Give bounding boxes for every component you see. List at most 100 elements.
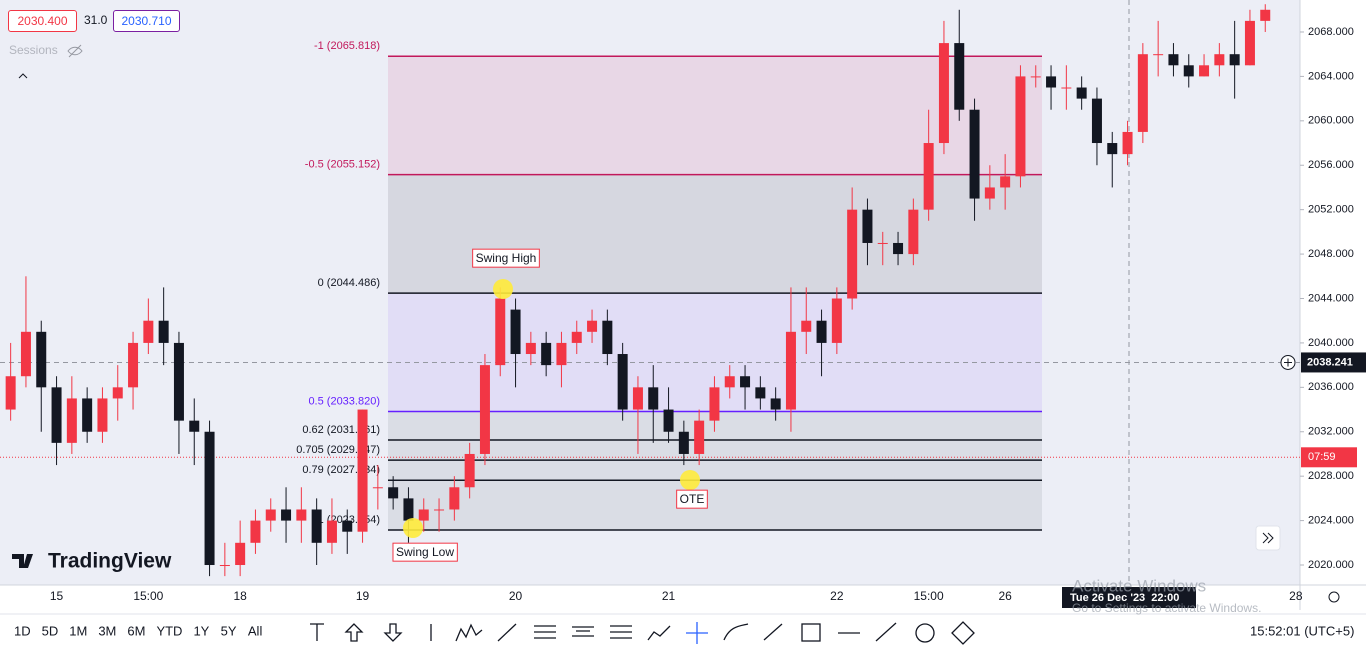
ray-tool[interactable] bbox=[763, 623, 783, 641]
candle-body bbox=[128, 342, 139, 388]
candle-body bbox=[5, 376, 16, 410]
candle-body bbox=[541, 342, 552, 366]
ask-price[interactable]: 2030.710 bbox=[113, 10, 180, 32]
candle-body bbox=[694, 420, 705, 454]
fib-tool[interactable] bbox=[534, 625, 556, 639]
candle-body bbox=[479, 365, 490, 454]
fib-zone bbox=[388, 460, 1042, 481]
candle-body bbox=[1122, 131, 1133, 155]
candle-body bbox=[1137, 54, 1148, 132]
x-tick-label: 20 bbox=[509, 589, 523, 603]
gann-tool[interactable] bbox=[610, 625, 632, 639]
candle-body bbox=[954, 43, 965, 110]
rect-tool[interactable] bbox=[801, 623, 821, 642]
collapse-icon[interactable] bbox=[18, 73, 28, 79]
crosshair-price: 2038.241 bbox=[1307, 356, 1353, 368]
x-tick-label: 21 bbox=[662, 589, 676, 603]
cross-tool[interactable] bbox=[686, 622, 708, 644]
eye-icon[interactable] bbox=[67, 44, 83, 58]
annotation-box bbox=[392, 542, 458, 562]
candle-body bbox=[877, 242, 888, 244]
arrow-up-tool[interactable] bbox=[344, 623, 364, 642]
candle-body bbox=[173, 342, 184, 421]
range-button[interactable]: 3M bbox=[98, 623, 116, 638]
y-tick-label: 2032.000 bbox=[1308, 426, 1354, 438]
countdown-label: 07:59 bbox=[1308, 451, 1336, 463]
candle-body bbox=[678, 431, 689, 454]
candle-body bbox=[204, 431, 215, 566]
candle-body bbox=[1061, 87, 1072, 89]
candle-body bbox=[1000, 176, 1011, 188]
candle-body bbox=[785, 331, 796, 410]
settings-icon[interactable] bbox=[1328, 591, 1340, 603]
candle-body bbox=[418, 509, 429, 521]
range-button[interactable]: YTD bbox=[156, 623, 182, 638]
y-tick-label: 2060.000 bbox=[1308, 115, 1354, 127]
y-tick-label: 2044.000 bbox=[1308, 292, 1354, 304]
candle-body bbox=[617, 354, 628, 410]
candle-body bbox=[311, 509, 322, 543]
range-button[interactable]: 5Y bbox=[221, 623, 237, 638]
price-scale bbox=[1300, 0, 1366, 610]
bid-price[interactable]: 2030.400 bbox=[8, 10, 77, 32]
fib-zone bbox=[388, 480, 1042, 530]
candle-body bbox=[1214, 54, 1225, 66]
crosshair-add-icon bbox=[1284, 358, 1292, 367]
x-tick-label: 15:00 bbox=[133, 589, 163, 603]
y-tick-label: 2064.000 bbox=[1308, 70, 1354, 82]
range-button[interactable]: 1Y bbox=[193, 623, 209, 638]
x-tick-label: 22 bbox=[830, 589, 844, 603]
candle-body bbox=[434, 509, 445, 511]
swing-marker bbox=[680, 470, 700, 490]
candle-body bbox=[525, 342, 536, 355]
drawing-tools bbox=[310, 621, 975, 645]
crosshair-price-bg bbox=[1301, 352, 1366, 373]
candle-body bbox=[235, 542, 246, 566]
chart-layer: 2020.000 2024.000 2028.000 2032.000 2036.000… bbox=[0, 0, 1366, 608]
path-tool[interactable] bbox=[647, 625, 671, 641]
arrow-down-tool[interactable] bbox=[383, 623, 403, 642]
candle-body bbox=[250, 520, 261, 543]
candle-body bbox=[923, 143, 934, 210]
candle-body bbox=[908, 209, 919, 255]
y-tick-label: 2040.000 bbox=[1308, 337, 1354, 349]
curve-tool[interactable] bbox=[723, 623, 749, 641]
diamond-tool[interactable] bbox=[951, 621, 975, 645]
fib-label: 0.62 (2031.261) bbox=[302, 424, 380, 436]
candle-body bbox=[893, 242, 904, 255]
range-button[interactable]: 1M bbox=[69, 623, 87, 638]
y-tick-label: 2048.000 bbox=[1308, 248, 1354, 260]
candle-body bbox=[372, 487, 383, 489]
candle-body bbox=[281, 509, 292, 521]
candle-body bbox=[326, 520, 337, 543]
fib-label: 0.79 (2027.634) bbox=[302, 464, 380, 476]
sessions[interactable]: Sessions bbox=[9, 43, 58, 57]
range-button[interactable]: All bbox=[248, 623, 263, 638]
candle-body bbox=[984, 187, 995, 199]
channel-tool[interactable] bbox=[572, 626, 594, 637]
text-tool[interactable] bbox=[310, 623, 324, 641]
candle-body bbox=[602, 320, 613, 355]
x-tick-label: 18 bbox=[233, 589, 247, 603]
candle-body bbox=[357, 409, 368, 532]
extended-tool[interactable] bbox=[875, 622, 897, 642]
range-button[interactable]: 1D bbox=[14, 623, 31, 638]
circle-tool[interactable] bbox=[915, 623, 935, 643]
range-button[interactable]: 6M bbox=[127, 623, 145, 638]
candle-body bbox=[449, 487, 460, 510]
x-tick-label: 15 bbox=[50, 589, 64, 603]
countdown-bg bbox=[1301, 447, 1357, 468]
candle-body bbox=[189, 420, 200, 432]
y-tick-label: 2036.000 bbox=[1308, 381, 1354, 393]
x-tick-label: 28 bbox=[1289, 589, 1303, 603]
scroll-icon[interactable] bbox=[1262, 532, 1274, 544]
candle-body bbox=[724, 376, 735, 388]
logo-icon bbox=[12, 554, 33, 568]
candle-body bbox=[1030, 76, 1041, 78]
range-button[interactable]: 5D bbox=[42, 623, 59, 638]
windows-notice: Activate Windows bbox=[1072, 576, 1206, 595]
pattern-tool[interactable] bbox=[455, 623, 483, 642]
trend-tool[interactable] bbox=[497, 623, 517, 642]
candle-body bbox=[938, 43, 949, 144]
